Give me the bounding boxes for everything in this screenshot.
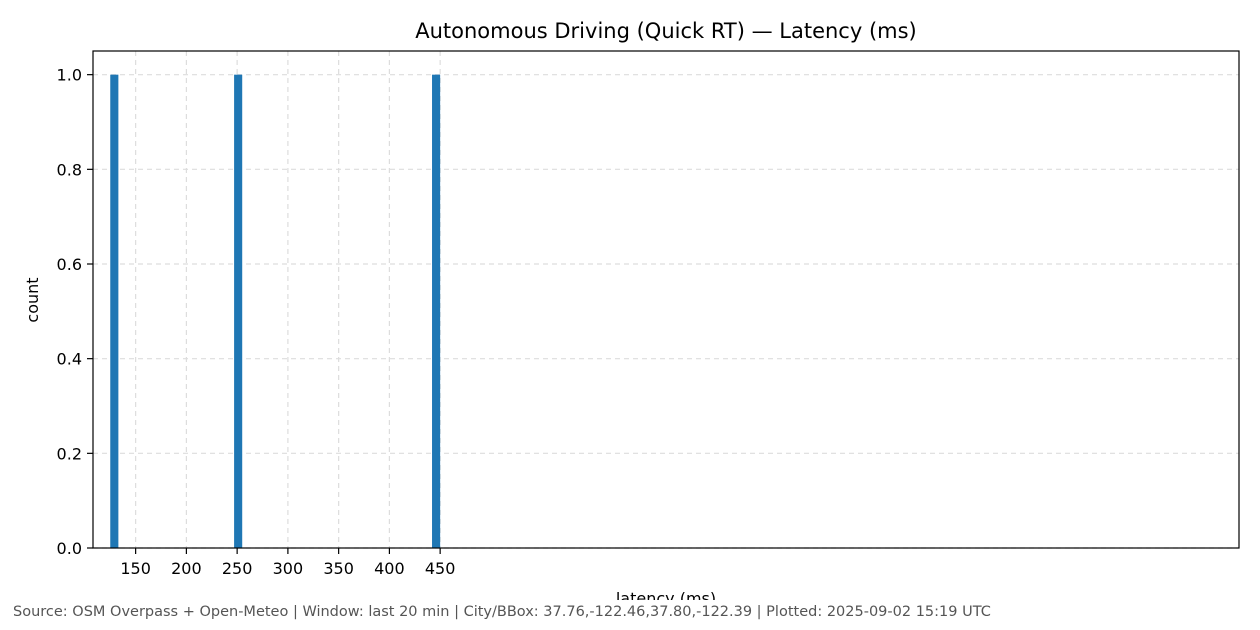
x-axis-label: latency (ms) xyxy=(616,589,716,600)
y-axis-label: count xyxy=(23,277,42,322)
y-tick-label: 0.8 xyxy=(57,160,82,179)
y-tick-label: 0.4 xyxy=(57,350,82,369)
y-tick-label: 0.0 xyxy=(57,539,82,558)
x-tick-label: 450 xyxy=(425,559,456,578)
x-tick-label: 250 xyxy=(222,559,253,578)
x-tick-label: 400 xyxy=(374,559,405,578)
plot-frame xyxy=(92,50,1240,549)
y-axis-ticks: 0.0 0.2 0.4 0.6 0.8 1.0 xyxy=(57,66,93,558)
x-tick-label: 150 xyxy=(120,559,151,578)
grid-lines xyxy=(93,51,1239,549)
histogram-bar xyxy=(432,74,441,549)
x-axis-ticks: 150 200 250 300 350 400 450 xyxy=(120,548,455,578)
y-tick-label: 0.6 xyxy=(57,255,82,274)
histogram-bar xyxy=(234,74,243,549)
source-footer: Source: OSM Overpass + Open-Meteo | Wind… xyxy=(13,604,991,620)
y-tick-label: 1.0 xyxy=(57,66,82,85)
bars-group xyxy=(110,74,441,549)
x-tick-label: 300 xyxy=(273,559,304,578)
histogram-bar xyxy=(110,74,119,549)
chart-title: Autonomous Driving (Quick RT) — Latency … xyxy=(415,19,917,43)
x-tick-label: 350 xyxy=(323,559,354,578)
x-tick-label: 200 xyxy=(171,559,202,578)
y-tick-label: 0.2 xyxy=(57,444,82,463)
histogram-chart: Autonomous Driving (Quick RT) — Latency … xyxy=(23,19,1240,600)
